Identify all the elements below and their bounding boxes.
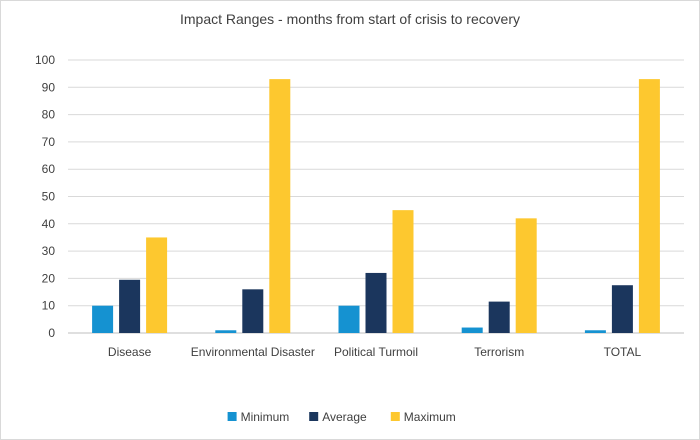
- y-tick-label: 50: [42, 190, 56, 204]
- bar-minimum: [92, 305, 114, 333]
- y-tick-label: 100: [35, 53, 55, 67]
- bar-minimum: [338, 305, 360, 333]
- bar-average: [611, 285, 633, 333]
- bar-minimum: [584, 330, 606, 333]
- bar-average: [365, 272, 387, 333]
- bar-maximum: [146, 237, 168, 333]
- y-tick-label: 30: [42, 244, 56, 258]
- category-label: Terrorism: [474, 345, 524, 359]
- legend-label: Minimum: [241, 410, 290, 424]
- legend-swatch-minimum: [227, 412, 237, 421]
- bar-maximum: [515, 218, 537, 333]
- y-tick-label: 10: [42, 299, 56, 313]
- bar-maximum: [269, 79, 291, 333]
- y-tick-label: 0: [48, 326, 55, 340]
- legend-swatch-average: [309, 412, 319, 421]
- legend-label: Maximum: [404, 410, 456, 424]
- bar-average: [119, 279, 141, 333]
- y-tick-label: 80: [42, 108, 56, 122]
- y-tick-label: 60: [42, 162, 56, 176]
- bar-average: [242, 289, 264, 333]
- category-label: Political Turmoil: [334, 345, 418, 359]
- bar-maximum: [638, 79, 660, 333]
- chart-title: Impact Ranges - months from start of cri…: [180, 11, 520, 27]
- y-tick-label: 70: [42, 135, 56, 149]
- y-tick-label: 40: [42, 217, 56, 231]
- category-label: Environmental Disaster: [191, 345, 315, 359]
- y-tick-label: 90: [42, 80, 56, 94]
- legend-label: Average: [322, 410, 367, 424]
- bar-average: [488, 301, 510, 333]
- bar-minimum: [215, 330, 237, 333]
- category-label: Disease: [108, 345, 152, 359]
- legend-swatch-maximum: [390, 412, 400, 421]
- bar-maximum: [392, 210, 414, 333]
- y-tick-label: 20: [42, 271, 56, 285]
- bar-minimum: [461, 327, 483, 333]
- category-label: TOTAL: [604, 345, 642, 359]
